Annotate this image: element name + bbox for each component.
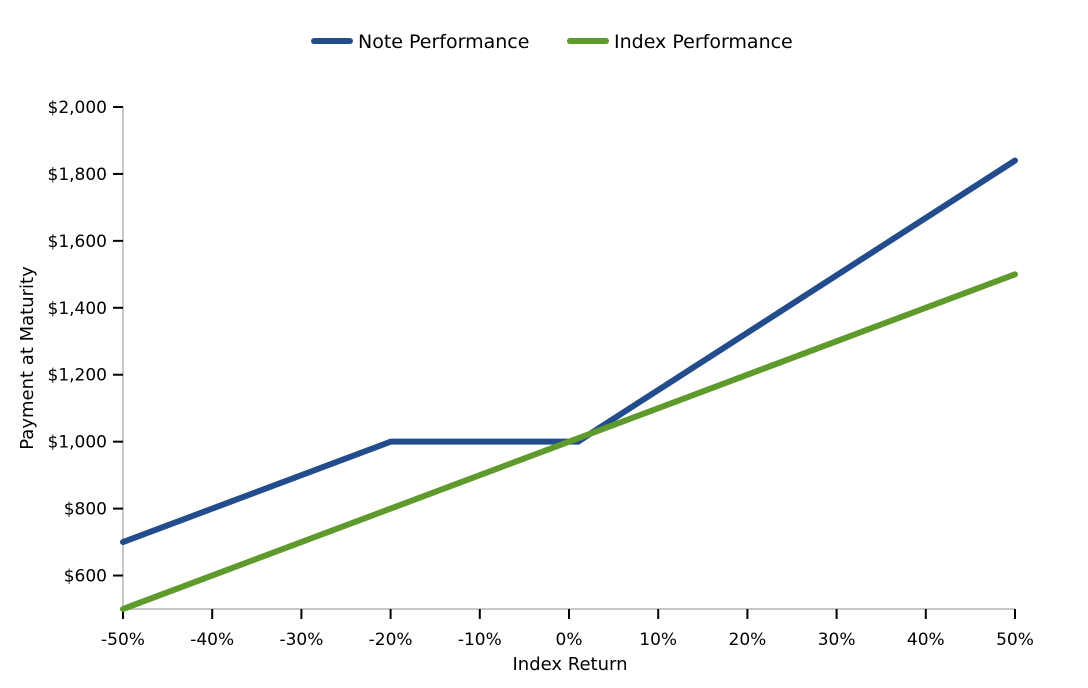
y-tick-label: $1,400 [48, 299, 107, 319]
series-line-note-performance [120, 157, 1018, 546]
legend-label-note-performance: Note Performance [358, 31, 529, 53]
x-tick-label: -50% [101, 630, 145, 650]
x-tick-label: -20% [369, 630, 413, 650]
x-tick-label: 30% [818, 630, 856, 650]
x-tick-label: 20% [729, 630, 767, 650]
x-tick-label: -30% [279, 630, 323, 650]
y-tick-label: $2,000 [48, 98, 107, 118]
y-tick-label: $1,600 [48, 232, 107, 252]
x-axis-title: Index Return [512, 654, 627, 675]
x-tick-label: -40% [190, 630, 234, 650]
series-layer [120, 157, 1018, 612]
y-tick-label: $600 [64, 567, 107, 587]
axes: -50% -40% -30% -20% -10% 0% 10% 20% 30% 40% 50% $60… [48, 98, 1034, 650]
y-axis-title: Payment at Maturity [17, 266, 38, 450]
x-tick-label: 50% [996, 630, 1034, 650]
y-tick-label: $1,200 [48, 366, 107, 386]
x-tick-label: 0% [556, 630, 583, 650]
x-tick-label: 40% [907, 630, 945, 650]
x-tick-label: -10% [458, 630, 502, 650]
series-line-index-performance [120, 271, 1018, 612]
x-tick-label: 10% [639, 630, 677, 650]
legend-label-index-performance: Index Performance [614, 31, 793, 53]
y-tick-label: $800 [64, 500, 107, 520]
y-tick-label: $1,000 [48, 433, 107, 453]
legend: Note Performance Index Performance [311, 31, 793, 53]
y-tick-label: $1,800 [48, 165, 107, 185]
